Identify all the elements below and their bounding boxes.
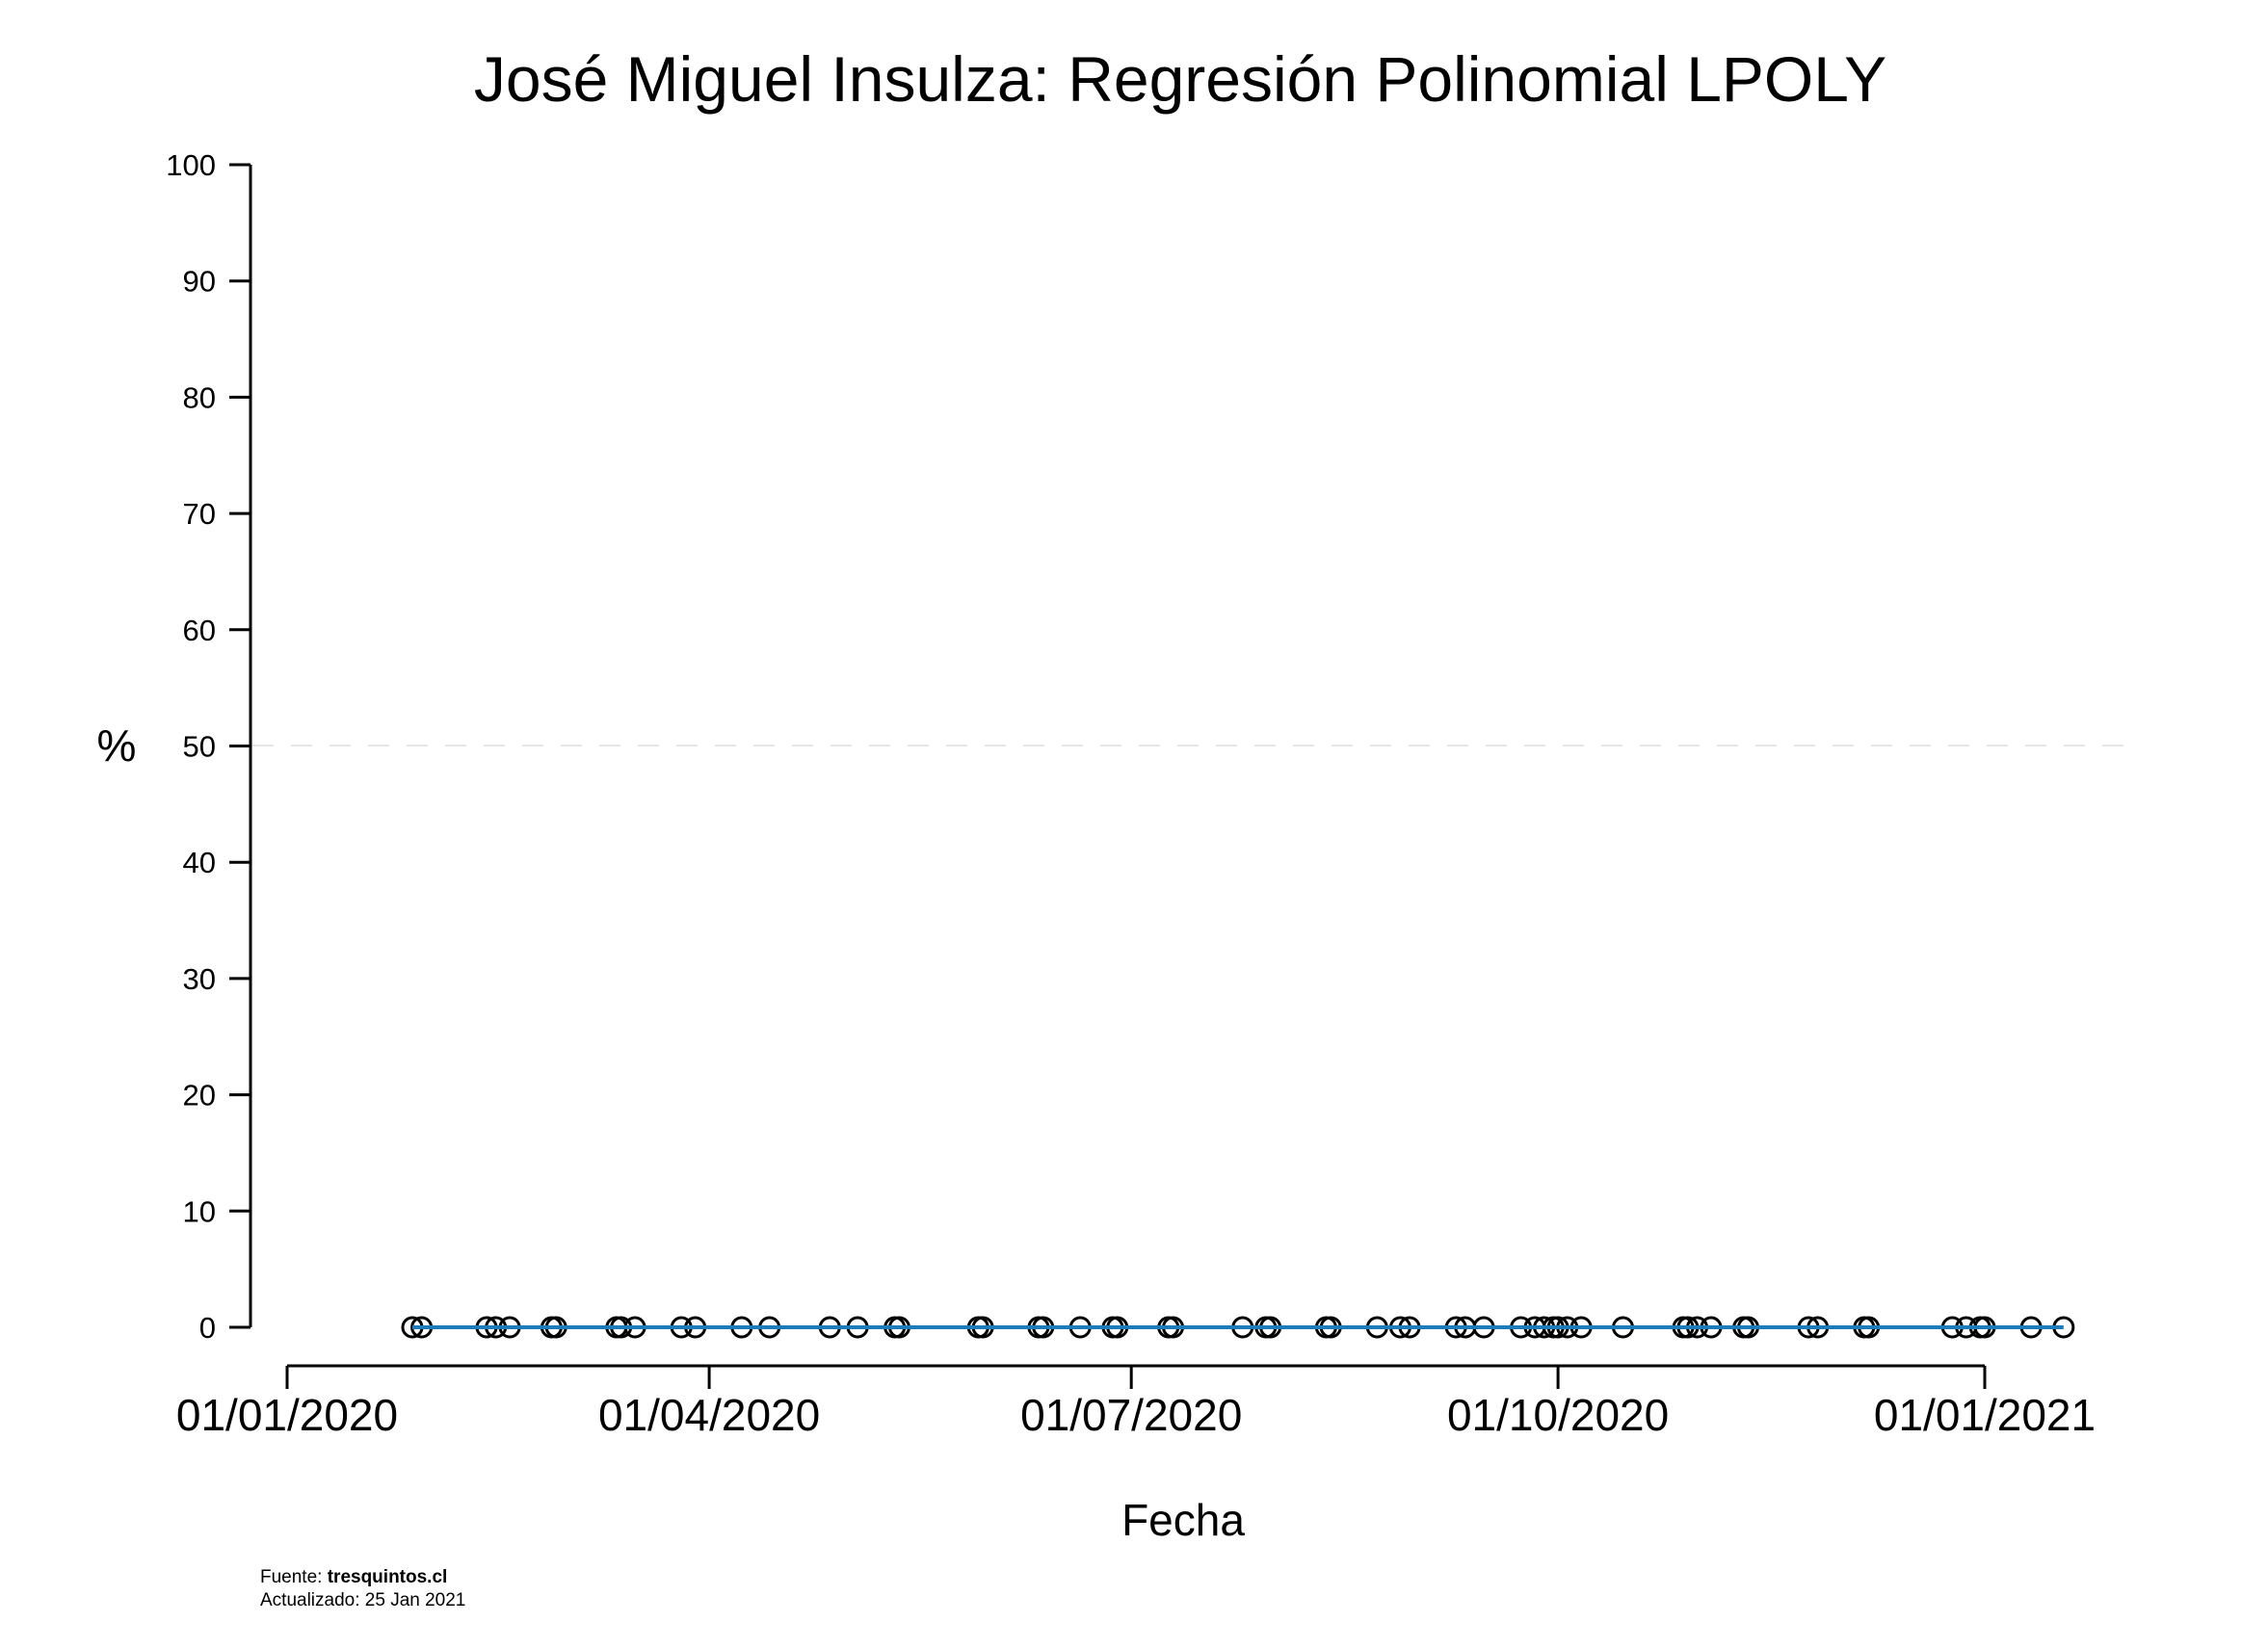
y-tick-label: 60 (183, 614, 216, 647)
y-tick-label: 30 (183, 962, 216, 996)
y-tick-label: 0 (199, 1311, 216, 1345)
footer-source-prefix: Fuente: (260, 1567, 328, 1587)
y-tick-label: 100 (166, 148, 216, 182)
chart-title: José Miguel Insulza: Regresión Polinomia… (474, 43, 1886, 115)
y-tick-label: 70 (183, 497, 216, 531)
y-tick-label: 40 (183, 846, 216, 879)
x-axis-title: Fecha (1121, 1495, 1245, 1545)
y-tick-label: 80 (183, 380, 216, 414)
x-axis-ticks: 01/01/2020 01/04/2020 01/07/2020 01/10/2020… (176, 1366, 2096, 1440)
x-tick-label: 01/10/2020 (1447, 1390, 1669, 1440)
footer-source-name: tresquintos.cl (327, 1567, 448, 1587)
footer-updated: Actualizado: 25 Jan 2021 (260, 1590, 466, 1610)
x-tick-label: 01/04/2020 (598, 1390, 820, 1440)
x-tick-label: 01/01/2021 (1874, 1390, 2096, 1440)
x-tick-label: 01/01/2020 (176, 1390, 398, 1440)
x-tick-label: 01/07/2020 (1020, 1390, 1242, 1440)
y-axis-title: % (97, 720, 137, 771)
y-tick-label: 10 (183, 1194, 216, 1228)
y-tick-label: 90 (183, 265, 216, 299)
footer-source: Fuente: tresquintos.cl (260, 1568, 447, 1586)
y-axis-ticks: 0 10 20 30 40 50 60 70 80 90 100 (166, 148, 251, 1345)
y-tick-label: 50 (183, 730, 216, 764)
y-tick-label: 20 (183, 1079, 216, 1112)
